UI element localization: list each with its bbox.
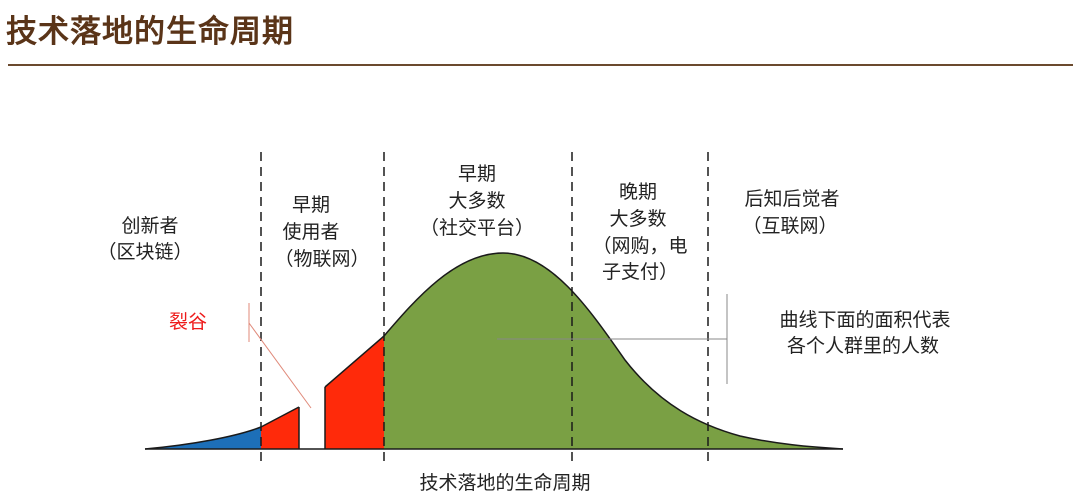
chasm-pointer-line [248,322,312,409]
early-majority-label-line2: 大多数 [448,190,505,212]
title-divider [8,64,1073,66]
early-adopters-area-left [261,407,299,449]
late-majority-label-line2: 大多数 [609,208,666,230]
innovators-example: （区块链） [97,241,192,263]
area-note-line2: 各个人群里的人数 [787,335,939,357]
early-adopters-label-line1: 早期 [292,194,330,216]
laggards-example: （互联网） [742,215,837,237]
adoption-curve-right [324,252,844,450]
early-majority-example: （社交平台） [420,217,534,239]
majority-area [384,253,843,449]
area-note-line1: 曲线下面的面积代表 [779,309,950,331]
late-majority-label-line1: 晚期 [619,181,657,203]
diagram-caption: 技术落地的生命周期 [419,472,590,494]
late-majority-example-line1: （网购，电 [592,235,687,257]
page-title: 技术落地的生命周期 [6,14,294,50]
early-majority-label-line1: 早期 [458,163,496,185]
adoption-curve-left [144,406,300,450]
late-majority-example-line2: 子支付） [602,261,678,283]
innovators-area [145,427,261,449]
innovators-label: 创新者 [121,215,178,237]
early-adopters-label-line2: 使用者 [282,221,339,243]
laggards-label: 后知后觉者 [744,188,839,210]
early-adopters-example: （物联网） [274,248,369,270]
early-adopters-area-right [325,336,384,449]
chasm-label: 裂谷 [169,311,207,333]
